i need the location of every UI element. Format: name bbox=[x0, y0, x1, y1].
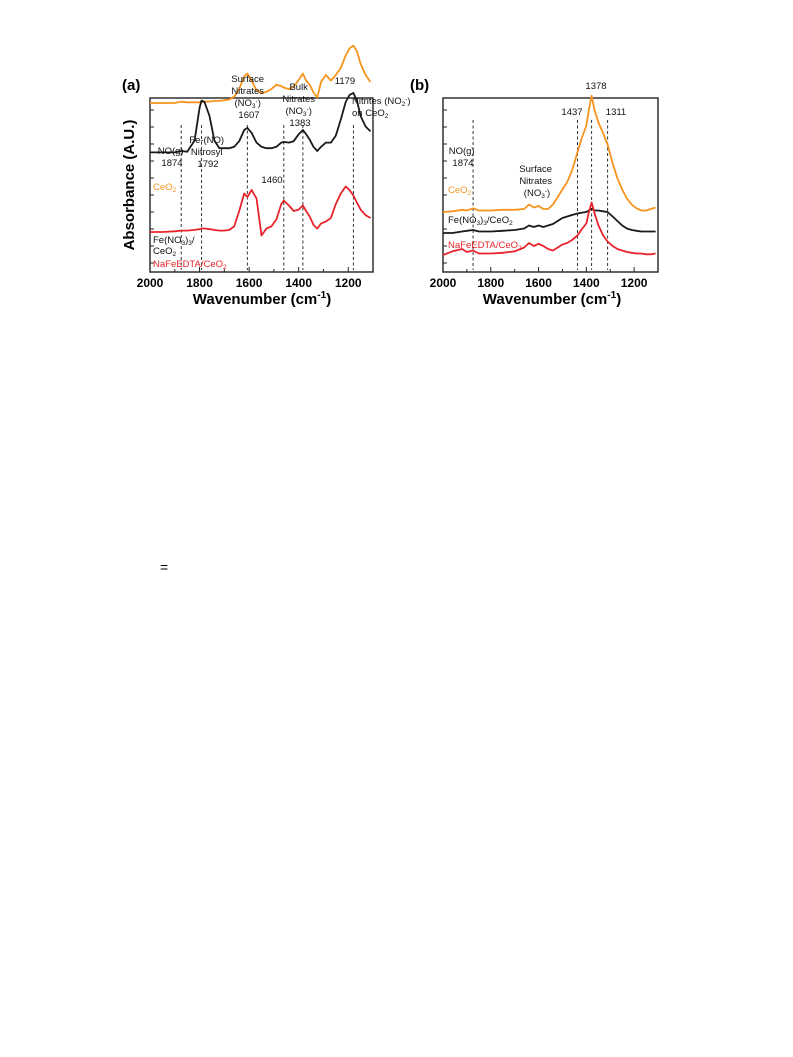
panel-a-annotations: NO(g) 1874 Fe-(NO) Nitrosyl 1792 Surface… bbox=[158, 74, 413, 186]
series-line-feno3 bbox=[150, 92, 372, 154]
label-a-nafeedta: NaFeEDTA/CeO2 bbox=[153, 259, 227, 271]
label-b-feno3: Fe(NO3)3/CeO2 bbox=[448, 215, 513, 227]
label-a-ceo2: CeO2 bbox=[153, 182, 177, 194]
x-tick-label: 1400 bbox=[285, 276, 312, 290]
label-a-feno3-b: CeO2 bbox=[153, 246, 177, 258]
series-line-ceo2 bbox=[442, 94, 656, 213]
annot-b-1378: 1378 bbox=[585, 81, 606, 92]
label-b-ceo2: CeO2 bbox=[448, 185, 472, 197]
panel-a-label: (a) bbox=[122, 77, 140, 94]
x-tick-label: 1200 bbox=[335, 276, 362, 290]
panel-a-series bbox=[150, 44, 372, 237]
panel-b-frame bbox=[442, 97, 659, 273]
ftir-figure: (a) Absorbance (A.U.) Wavenumber (cm-1) … bbox=[121, 44, 659, 308]
panel-a: (a) Absorbance (A.U.) Wavenumber (cm-1) … bbox=[121, 44, 413, 308]
panel-b-xlabel: Wavenumber (cm-1) bbox=[483, 290, 621, 308]
annot-b-1437: 1437 bbox=[561, 107, 582, 118]
x-tick-label: 2000 bbox=[137, 276, 164, 290]
series-line-nafeedta bbox=[150, 185, 371, 237]
x-tick-label: 2000 bbox=[430, 276, 457, 290]
x-tick-label: 1800 bbox=[477, 276, 504, 290]
series-line-nafeedta bbox=[442, 201, 656, 256]
annot-a-nitrosyl: Fe-(NO) Nitrosyl 1792 bbox=[189, 135, 226, 170]
x-tick-label: 1600 bbox=[236, 276, 263, 290]
panel-b: (b) Wavenumber (cm-1) 2000 1800 1600 1400 12… bbox=[410, 77, 659, 308]
annot-b-1311: 1311 bbox=[606, 107, 626, 118]
annot-a-1179: 1179 bbox=[335, 76, 355, 87]
panel-b-series-labels: CeO2 Fe(NO3)3/CeO2 NaFeEDTA/CeO2 bbox=[448, 185, 522, 252]
panel-a-xlabel: Wavenumber (cm-1) bbox=[193, 290, 331, 308]
panel-b-series bbox=[442, 94, 656, 256]
x-tick-label: 1200 bbox=[621, 276, 648, 290]
annot-a-surface-nitrates: Surface Nitrates (NO3-) 1607 bbox=[231, 74, 266, 121]
stray-equals-mark: = bbox=[160, 559, 169, 575]
label-a-feno3: Fe(NO3)3/ bbox=[153, 235, 195, 247]
x-tick-label: 1600 bbox=[525, 276, 552, 290]
x-tick-label: 1800 bbox=[186, 276, 213, 290]
annot-a-nitrites: Nitrites (NO2-) on CeO2 bbox=[352, 96, 413, 120]
annot-b-surface-nitrates: Surface Nitrates (NO3-) bbox=[519, 164, 554, 200]
annot-a-1460: 1460 bbox=[261, 175, 282, 186]
annot-a-nog: NO(g) 1874 bbox=[158, 146, 187, 169]
panel-a-ylabel: Absorbance (A.U.) bbox=[121, 120, 138, 251]
panel-a-ticks: 2000 1800 1600 1400 1200 bbox=[137, 109, 374, 290]
panel-a-series-labels: CeO2 Fe(NO3)3/ CeO2 NaFeEDTA/CeO2 bbox=[153, 182, 227, 271]
x-tick-label: 1400 bbox=[573, 276, 600, 290]
label-b-nafeedta: NaFeEDTA/CeO2 bbox=[448, 240, 522, 252]
annot-b-nog: NO(g) 1874 bbox=[449, 146, 478, 169]
panel-b-ticks: 2000 1800 1600 1400 1200 bbox=[430, 109, 659, 290]
panel-a-frame bbox=[149, 97, 374, 273]
series-line-feno3 bbox=[443, 208, 656, 234]
panel-b-label: (b) bbox=[410, 77, 429, 94]
panel-b-annotations: NO(g) 1874 Surface Nitrates (NO3-) 1437 … bbox=[449, 81, 626, 200]
